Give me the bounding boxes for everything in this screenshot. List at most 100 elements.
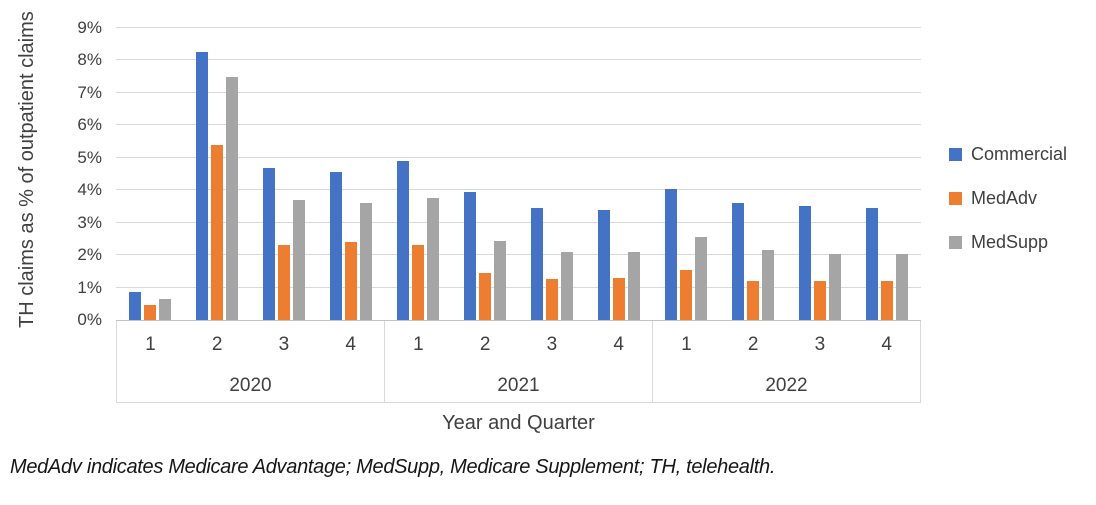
bar-medsupp bbox=[695, 237, 708, 320]
legend-item-medadv: MedAdv bbox=[949, 188, 1067, 209]
gridline bbox=[116, 27, 921, 28]
quarter-group-2021-q2 bbox=[451, 28, 518, 320]
bar-commercial bbox=[195, 52, 208, 320]
quarter-group-2021-q4 bbox=[586, 28, 653, 320]
quarter-label: 2 bbox=[211, 334, 223, 355]
y-tick-label: 0% bbox=[77, 310, 102, 329]
bar-medadv bbox=[277, 245, 290, 320]
x-axis-title: Year and Quarter bbox=[442, 412, 595, 434]
bar-medadv bbox=[747, 281, 760, 320]
bar-commercial bbox=[531, 208, 544, 320]
quarter-label: 1 bbox=[145, 334, 156, 355]
gridline bbox=[116, 254, 921, 256]
bar-commercial bbox=[463, 191, 476, 320]
quarter-group-2020-q4 bbox=[317, 28, 384, 320]
bar-medadv bbox=[814, 281, 827, 320]
footnote: MedAdv indicates Medicare Advantage; Med… bbox=[10, 456, 776, 478]
bar-medsupp bbox=[896, 253, 909, 320]
bar-medadv bbox=[680, 269, 693, 320]
bar-medsupp bbox=[359, 203, 372, 320]
bar-medsupp bbox=[225, 76, 238, 320]
gridline bbox=[116, 221, 921, 223]
y-tick-label: 6% bbox=[77, 115, 102, 135]
bar-medsupp bbox=[292, 199, 305, 320]
year-box-2021: 1 2 3 4 2021 bbox=[384, 321, 652, 402]
plot-area bbox=[116, 27, 921, 321]
year-group-2021 bbox=[384, 28, 652, 320]
bar-medadv bbox=[143, 305, 156, 320]
gridline bbox=[116, 189, 921, 191]
legend: Commercial MedAdv MedSupp bbox=[949, 144, 1067, 253]
bar-medsupp bbox=[829, 253, 842, 320]
y-tick-label: 2% bbox=[77, 245, 102, 265]
quarter-labels-row: 1 2 3 4 bbox=[653, 321, 920, 356]
quarter-group-2021-q1 bbox=[384, 28, 451, 320]
bar-commercial bbox=[732, 203, 745, 320]
bar-medsupp bbox=[493, 240, 506, 320]
y-tick-label: 8% bbox=[77, 50, 102, 70]
bar-medsupp bbox=[628, 251, 641, 320]
quarter-group-2022-q1 bbox=[653, 28, 720, 320]
year-label: 2022 bbox=[765, 375, 808, 396]
gridline bbox=[116, 124, 921, 126]
quarter-group-2020-q3 bbox=[250, 28, 317, 320]
bar-medadv bbox=[546, 279, 559, 320]
quarter-group-2020-q1 bbox=[116, 28, 183, 320]
y-tick-label: 7% bbox=[77, 82, 102, 102]
y-axis-tick-labels: 0% 1% 2% 3% 4% 5% 6% 7% 8% 9% bbox=[48, 18, 102, 329]
y-tick-label: 9% bbox=[77, 18, 102, 37]
bar-medsupp bbox=[158, 298, 171, 320]
bar-medadv bbox=[344, 242, 357, 320]
quarter-label: 4 bbox=[345, 334, 356, 355]
y-axis-title: TH claims as % of outpatient claims bbox=[16, 11, 38, 329]
bar-commercial bbox=[598, 209, 611, 320]
bars-container bbox=[116, 28, 921, 320]
legend-label: MedSupp bbox=[971, 232, 1049, 252]
bar-medadv bbox=[210, 144, 223, 320]
bar-medadv bbox=[613, 277, 626, 320]
y-tick-label: 4% bbox=[77, 180, 102, 200]
bar-medadv bbox=[411, 245, 424, 320]
bar-commercial bbox=[866, 208, 879, 320]
quarter-label: 4 bbox=[613, 334, 624, 355]
quarter-label: 1 bbox=[681, 334, 692, 355]
bar-commercial bbox=[329, 172, 342, 320]
year-label: 2021 bbox=[497, 375, 540, 396]
legend-swatch-medsupp bbox=[949, 236, 962, 249]
quarter-group-2022-q2 bbox=[720, 28, 787, 320]
y-tick-label: 3% bbox=[77, 212, 102, 232]
y-tick-label: 5% bbox=[77, 147, 102, 167]
quarter-group-2021-q3 bbox=[518, 28, 585, 320]
legend-swatch-commercial bbox=[949, 148, 962, 161]
quarter-label: 2 bbox=[747, 334, 759, 355]
year-group-2020 bbox=[116, 28, 384, 320]
year-label: 2020 bbox=[229, 375, 272, 396]
legend-item-medsupp: MedSupp bbox=[949, 232, 1067, 253]
x-axis-category-area: 1 2 3 4 2020 1 2 3 4 2021 1 2 3 4 2022 bbox=[116, 321, 921, 403]
bar-commercial bbox=[262, 167, 275, 320]
gridline bbox=[116, 156, 921, 158]
gridline bbox=[116, 59, 921, 61]
bar-commercial bbox=[396, 161, 409, 320]
quarter-group-2020-q2 bbox=[183, 28, 250, 320]
bar-medsupp bbox=[561, 251, 574, 320]
legend-label: Commercial bbox=[971, 144, 1068, 164]
quarter-label: 3 bbox=[814, 334, 826, 355]
quarter-label: 4 bbox=[881, 334, 892, 355]
legend-swatch-medadv bbox=[949, 192, 962, 205]
quarter-label: 2 bbox=[479, 334, 491, 355]
year-box-2022: 1 2 3 4 2022 bbox=[652, 321, 920, 402]
legend-item-commercial: Commercial bbox=[949, 144, 1067, 165]
bar-medsupp bbox=[762, 250, 775, 320]
quarter-labels-row: 1 2 3 4 bbox=[385, 321, 652, 356]
bar-commercial bbox=[665, 188, 678, 320]
quarter-label: 1 bbox=[413, 334, 424, 355]
legend-label: MedAdv bbox=[971, 188, 1038, 208]
bar-commercial bbox=[799, 206, 812, 320]
bar-medadv bbox=[881, 281, 894, 320]
gridline bbox=[116, 91, 921, 93]
bar-medsupp bbox=[426, 198, 439, 320]
gridline bbox=[116, 286, 921, 288]
quarter-group-2022-q4 bbox=[854, 28, 921, 320]
